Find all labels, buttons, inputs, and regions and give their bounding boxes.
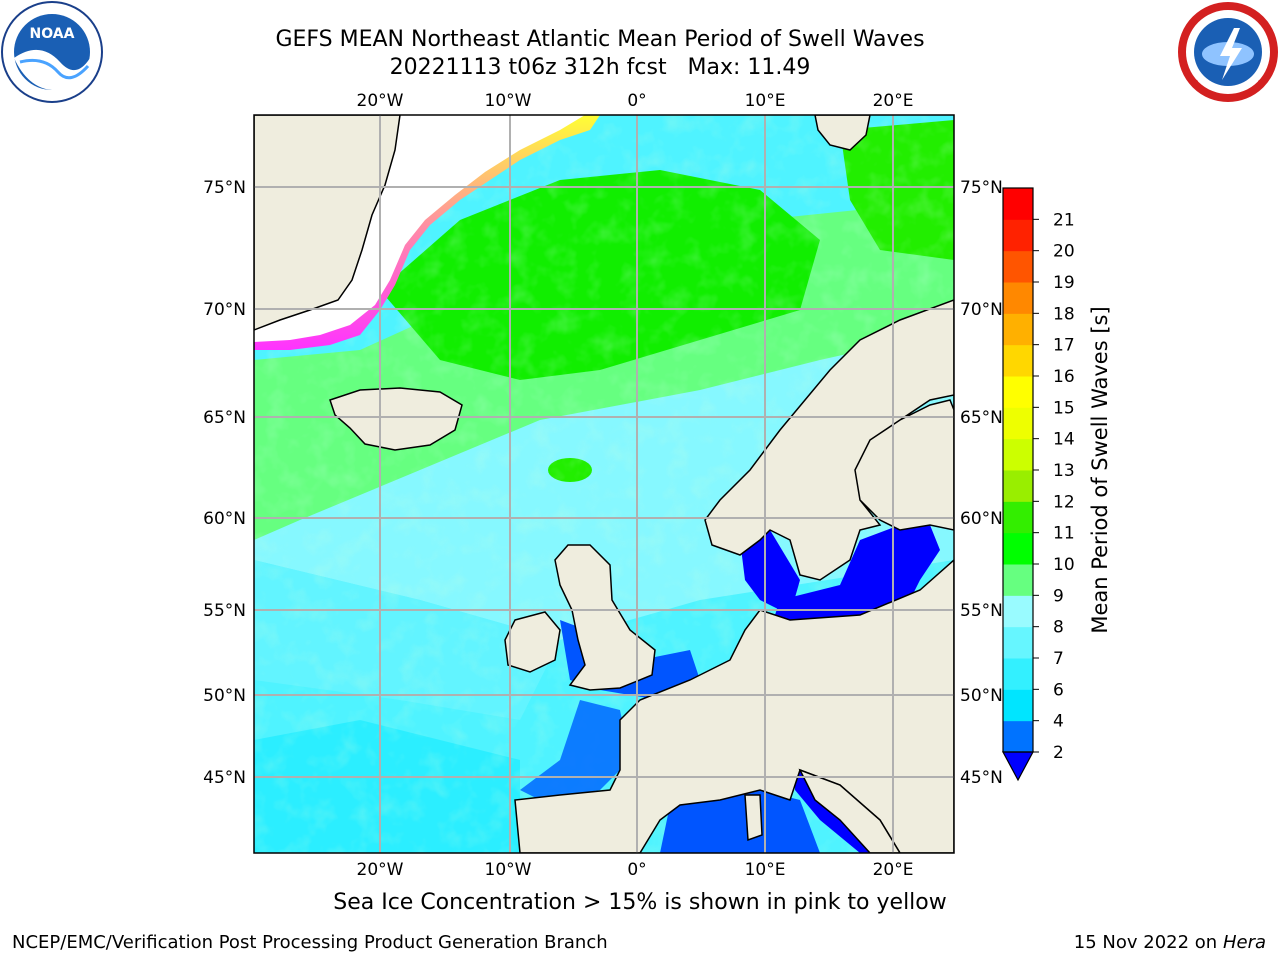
lat-label-45n-right: 45°N: [960, 768, 1003, 788]
colorbar-tick-label: 8: [1053, 618, 1064, 638]
colorbar-label: Mean Period of Swell Waves [s]: [1088, 306, 1112, 633]
colorbar-tick-label: 7: [1053, 649, 1064, 669]
colorbar-tick-label: 9: [1053, 586, 1064, 606]
lon-label-20e-bottom: 20°E: [873, 860, 914, 880]
colorbar-tick-label: 18: [1053, 304, 1075, 324]
colorbar-tick-label: 11: [1053, 524, 1075, 544]
colorbar-swatch: [1003, 313, 1033, 346]
lat-label-50n-right: 50°N: [960, 686, 1003, 706]
colorbar-tick-label: 13: [1053, 461, 1075, 481]
lat-label-75n-left: 75°N: [203, 178, 246, 198]
colorbar-swatch: [1003, 188, 1033, 220]
land-svalbard: [814, 115, 871, 151]
credit-left: NCEP/EMC/Verification Post Processing Pr…: [12, 932, 608, 953]
lat-label-75n-right: 75°N: [960, 178, 1003, 198]
sea-mediterranean-west: [660, 790, 820, 853]
title-line-2: 20221113 t06z 312h fcst Max: 11.49: [389, 55, 811, 80]
colorbar-swatch: [1003, 626, 1033, 659]
chart-title: GEFS MEAN Northeast Atlantic Mean Period…: [220, 26, 980, 82]
colorbar-tick-label: 14: [1053, 430, 1075, 450]
colorbar-swatch: [1003, 344, 1033, 377]
colorbar-swatch: [1003, 219, 1033, 252]
colorbar-swatch: [1003, 564, 1033, 596]
colorbar-swatch: [1003, 282, 1033, 314]
lon-labels-top: 20°W 10°W 0° 10°E 20°E: [357, 91, 914, 111]
map-panel: [254, 115, 954, 853]
lon-label-20w-bottom: 20°W: [357, 860, 404, 880]
lon-labels-bottom: 20°W 10°W 0° 10°E 20°E: [357, 860, 914, 880]
lat-label-45n-left: 45°N: [203, 768, 246, 788]
sea-biscay-coastal: [520, 700, 630, 800]
colorbar-tick-label: 10: [1053, 555, 1075, 575]
title-line-1: GEFS MEAN Northeast Atlantic Mean Period…: [275, 27, 925, 52]
colorbar-tick-label: 6: [1053, 680, 1064, 700]
sea-ice-note: Sea Ice Concentration > 15% is shown in …: [333, 890, 947, 915]
noaa-logo-text: NOAA: [30, 26, 75, 42]
colorbar-swatch: [1003, 501, 1033, 534]
colorbar-swatch: [1003, 470, 1033, 502]
colorbar-swatch: [1003, 407, 1033, 440]
land-sardinia: [744, 794, 763, 842]
colorbar-swatch: [1003, 720, 1033, 753]
nws-logo: [1176, 0, 1280, 104]
lon-label-0-bottom: 0°: [627, 860, 646, 880]
colorbar-tick-label: 2: [1053, 743, 1064, 763]
land-scandinavia: [704, 299, 954, 581]
colorbar-swatches: [1003, 188, 1033, 753]
colorbar-tick-label: 17: [1053, 336, 1075, 356]
lat-label-65n-left: 65°N: [203, 408, 246, 428]
colorbar-tick-label: 19: [1053, 273, 1075, 293]
colorbar-swatch: [1003, 438, 1033, 471]
land-italy: [798, 768, 901, 853]
colorbar: 2 4 6 7 8 9 10 11 12 13 14 15 16 17 18 19 20 21 Mean Peri…: [1001, 187, 1112, 782]
colorbar-tick-label: 16: [1053, 367, 1075, 387]
credit-host: Hera: [1222, 932, 1266, 953]
noaa-logo: NOAA: [0, 0, 104, 104]
lat-label-55n-right: 55°N: [960, 601, 1003, 621]
lon-label-20e-top: 20°E: [873, 91, 914, 111]
map-frame: [253, 114, 955, 854]
credit-right: 15 Nov 2022 on Hera: [1074, 932, 1266, 953]
graticule: [254, 115, 954, 853]
colorbar-under-triangle: [1001, 751, 1035, 782]
lon-label-10e-bottom: 10°E: [745, 860, 786, 880]
lat-label-55n-left: 55°N: [203, 601, 246, 621]
lat-labels-left: 75°N 70°N 65°N 60°N 55°N 50°N 45°N: [203, 178, 246, 788]
colorbar-swatch: [1003, 689, 1033, 722]
colorbar-swatch: [1003, 658, 1033, 690]
credit-date: 15 Nov 2022 on: [1073, 932, 1218, 953]
lat-label-60n-right: 60°N: [960, 509, 1003, 529]
land-masses: [254, 115, 954, 853]
colorbar-tick-label: 21: [1053, 210, 1075, 230]
lat-label-60n-left: 60°N: [203, 509, 246, 529]
land-iceland: [329, 387, 463, 451]
colorbar-swatch: [1003, 250, 1033, 283]
colorbar-swatch: [1003, 595, 1033, 628]
lon-label-10e-top: 10°E: [745, 91, 786, 111]
sea-kattegat: [740, 530, 800, 615]
colorbar-swatch: [1003, 376, 1033, 408]
colorbar-tick-label: 15: [1053, 398, 1075, 418]
lon-label-0-top: 0°: [627, 91, 646, 111]
colorbar-ticks: 2 4 6 7 8 9 10 11 12 13 14 15 16 17 18 19 20 21: [1033, 210, 1075, 763]
colorbar-tick-label: 4: [1053, 712, 1064, 732]
lat-label-70n-right: 70°N: [960, 300, 1003, 320]
lon-label-20w-top: 20°W: [357, 91, 404, 111]
lon-label-10w-top: 10°W: [485, 91, 532, 111]
land-great-britain: [554, 544, 656, 691]
lat-label-70n-left: 70°N: [203, 300, 246, 320]
colorbar-swatch: [1003, 532, 1033, 565]
lat-label-50n-left: 50°N: [203, 686, 246, 706]
lat-label-65n-right: 65°N: [960, 408, 1003, 428]
lat-labels-right: 75°N 70°N 65°N 60°N 55°N 50°N 45°N: [960, 178, 1003, 788]
lon-label-10w-bottom: 10°W: [485, 860, 532, 880]
land-greenland: [254, 115, 401, 331]
colorbar-tick-label: 20: [1053, 242, 1075, 262]
colorbar-tick-label: 12: [1053, 492, 1075, 512]
land-ireland: [504, 611, 561, 673]
